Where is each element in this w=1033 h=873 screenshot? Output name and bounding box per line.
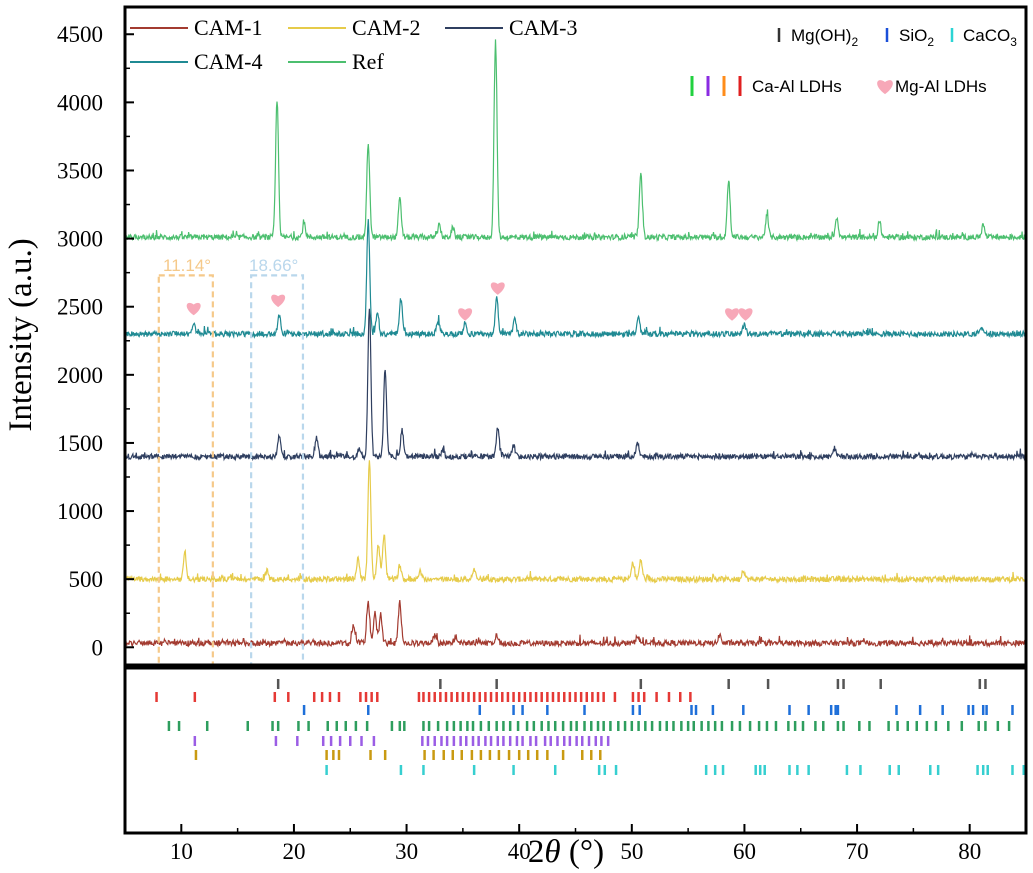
ca-al-ldh-label: Ca-Al LDHs <box>752 77 842 96</box>
trace-cam-3 <box>124 308 1027 462</box>
box-b-label: 18.66° <box>249 256 298 275</box>
x-tick-label: 20 <box>282 839 305 864</box>
heart-icon <box>490 282 505 295</box>
heart-icon <box>458 308 473 321</box>
y-tick-label: 1000 <box>57 499 103 524</box>
y-axis-title: Intensity (a.u.) <box>3 238 39 431</box>
reference-tick-panel <box>155 679 1025 775</box>
box-b-highlight <box>250 274 305 667</box>
mg-al-ldh-label: Mg-Al LDHs <box>895 77 987 96</box>
y-tick-label: 500 <box>69 567 104 592</box>
x-axis-title: 2θ (°) <box>528 834 604 870</box>
mg-al-markers <box>186 282 753 321</box>
x-tick-label: 30 <box>395 839 418 864</box>
box-a-label: 11.14° <box>163 256 211 275</box>
mgoh2-legend-label: Mg(OH)2 <box>791 26 858 49</box>
heart-icon <box>271 294 286 308</box>
phase-legend: Mg(OH)2 SiO2 CaCO3 Ca-Al LDHs Mg-Al LDHs <box>690 26 1017 96</box>
legend-label-cam-3: CAM-3 <box>509 15 577 40</box>
y-tick-label: 2500 <box>57 295 103 320</box>
x-tick-label: 80 <box>958 839 981 864</box>
heart-icon <box>186 302 201 316</box>
legend-label-cam-1: CAM-1 <box>194 15 262 40</box>
x-tick-label: 50 <box>620 839 643 864</box>
caco3-legend-label: CaCO3 <box>963 26 1017 49</box>
y-tick-label: 2000 <box>57 363 103 388</box>
axes: 0 500 1000 1500 2000 2500 3000 3500 4000 4500 10 20… <box>57 5 1028 864</box>
legend-label-cam-4: CAM-4 <box>194 49 262 74</box>
heart-icon <box>725 308 740 321</box>
legend-label-ref: Ref <box>352 49 384 74</box>
heart-icon <box>738 308 753 321</box>
trace-cam-1 <box>124 600 1027 649</box>
y-tick-label: 4500 <box>57 22 103 47</box>
sio2-legend-label: SiO2 <box>899 26 934 49</box>
x-tick-label: 10 <box>170 839 193 864</box>
main-plot-frame <box>123 5 1028 667</box>
trace-ref <box>124 39 1027 243</box>
y-tick-label: 4000 <box>57 90 103 115</box>
trace-cam-2 <box>124 460 1027 585</box>
heart-icon <box>877 80 893 95</box>
y-tick-label: 3000 <box>57 227 103 252</box>
legend-label-cam-2: CAM-2 <box>352 15 420 40</box>
y-tick-label: 3500 <box>57 158 103 183</box>
y-tick-label: 1500 <box>57 431 103 456</box>
x-tick-label: 60 <box>733 839 756 864</box>
x-tick-label: 40 <box>508 839 531 864</box>
xrd-traces <box>124 39 1027 649</box>
series-legend: CAM-1 CAM-2 CAM-3 CAM-4 Ref <box>130 15 577 74</box>
x-tick-label: 70 <box>846 839 869 864</box>
y-tick-label: 0 <box>92 635 104 660</box>
trace-cam-4 <box>124 219 1027 340</box>
